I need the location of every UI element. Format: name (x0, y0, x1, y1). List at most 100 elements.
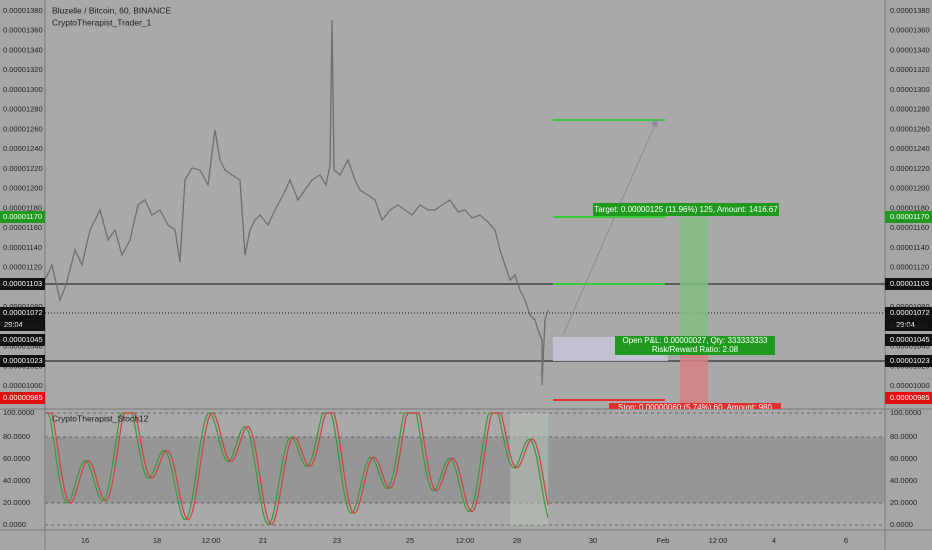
target-badge (593, 203, 779, 216)
price-tag (0, 278, 45, 290)
stoch-lines (46, 412, 549, 526)
time-axis-label: 12:00 (456, 536, 475, 545)
stoch-axis-label: 100.0000 (890, 408, 921, 417)
time-axis-label: 12:00 (202, 536, 221, 545)
stop-badge (609, 403, 781, 409)
rr-label: Risk/Reward Ratio: 2.08 (652, 345, 739, 354)
price-axis-label: 0.00001000 (3, 381, 43, 390)
price-axis-label: 0.00001040 (3, 342, 43, 351)
stoch-levels (45, 412, 885, 526)
stoch-axis-label: 0.0000 (890, 520, 913, 529)
price-axis-label: 0.00001120 (3, 263, 42, 272)
time-axis-label: 21 (259, 536, 267, 545)
stoch-axis-label: 20.0000 (890, 498, 917, 507)
price-axis-label: 0.00001180 (3, 203, 42, 212)
stoch-axis-label: 40.0000 (890, 476, 917, 485)
countdown: 29:04 (896, 320, 915, 329)
price-tag (885, 278, 932, 290)
price-axis-label: 0.00001060 (890, 322, 930, 331)
price-tag-label: 0.00001072 (890, 308, 930, 317)
price-axis-label: 0.00001200 (890, 184, 930, 193)
stop-label: Stop: 0.00000060 (5.74%) 60, Amount: 980 (618, 403, 772, 412)
price-axis-label: 0.00001300 (3, 85, 43, 94)
time-axis-label: 25 (406, 536, 414, 545)
price-tag (885, 307, 932, 319)
stoch-band (45, 437, 885, 503)
time-axis-label: 23 (333, 536, 341, 545)
price-axis-label: 0.00001260 (890, 124, 930, 133)
time-axis-label: 18 (153, 536, 161, 545)
price-axis-label: 0.00001300 (890, 85, 930, 94)
price-axis-label: 0.00001220 (3, 164, 43, 173)
price-tag (0, 211, 45, 223)
time-axis-label: 30 (589, 536, 597, 545)
pnl-label: Open P&L: 0.00000027, Qty: 333333333 (622, 336, 768, 345)
price-axis-label: 0.00001220 (890, 164, 930, 173)
price-axis-label: 0.00001360 (3, 26, 43, 35)
time-axis-label: Feb (657, 536, 670, 545)
price-axis-label: 0.00001260 (3, 124, 43, 133)
price-axis-label: 0.00001140 (3, 243, 42, 252)
price-axis-label: 0.00001280 (890, 105, 930, 114)
oscillator-name: CryptoTherapist_Stoch12 (52, 413, 149, 423)
price-axis-label: 0.00001200 (3, 184, 43, 193)
price-tag-label: 0.00001103 (3, 279, 42, 288)
price-tag-label: 0.00000985 (890, 393, 930, 402)
time-axis-label: 16 (81, 536, 89, 545)
time-axis-label: 28 (513, 536, 521, 545)
stop-clip: Stop: 0.00000060 (5.74%) 60, Amount: 980 (618, 403, 772, 412)
stoch-axis-label: 20.0000 (3, 498, 30, 507)
arrow-head (651, 118, 658, 127)
price-tag (885, 211, 932, 223)
price-tag-label: 0.00001072 (3, 308, 43, 317)
time-axis-label: 4 (772, 536, 776, 545)
price-tag-label: 0.00001170 (890, 212, 929, 221)
price-tag-label: 0.00001103 (890, 279, 929, 288)
price-axis-label: 0.00001320 (890, 65, 930, 74)
stoch-axis-label: 60.0000 (3, 454, 30, 463)
price-axis-label: 0.00001280 (3, 105, 43, 114)
stoch-axis-label: 80.0000 (3, 432, 30, 441)
symbol-title: Bluzelle / Bitcoin, 60, BINANCE (52, 5, 171, 15)
price-tag-label: 0.00001045 (3, 335, 43, 344)
price-tag (885, 334, 932, 346)
price-axis-label: 0.00001340 (890, 45, 930, 54)
price-series (44, 19, 549, 386)
price-tag (885, 392, 932, 404)
price-tag-label: 0.00001045 (890, 335, 930, 344)
time-axis-label: 6 (844, 536, 848, 545)
countdown-tag (0, 319, 45, 331)
stoch-axis-label: 40.0000 (3, 476, 30, 485)
price-axis-label: 0.00001080 (3, 302, 43, 311)
price-axis-label: 0.00001040 (890, 342, 930, 351)
time-axis-label: 12:00 (709, 536, 728, 545)
price-tag (0, 392, 45, 404)
countdown-tag (885, 319, 932, 331)
price-axis-label: 0.00001160 (890, 223, 929, 232)
price-axis-label: 0.00001240 (3, 144, 43, 153)
study-name: CryptoTherapist_Trader_1 (52, 17, 152, 27)
stoch-axis-label: 80.0000 (890, 432, 917, 441)
price-tag (0, 355, 45, 367)
stoch-axis-label: 60.0000 (890, 454, 917, 463)
price-tag-label: 0.00001023 (890, 356, 930, 365)
price-tag (885, 355, 932, 367)
price-axis-label: 0.00001360 (890, 26, 930, 35)
projection-arrow (562, 121, 657, 336)
stoch-axis-label: 0.0000 (3, 520, 26, 529)
price-axis-label: 0.00001080 (890, 302, 930, 311)
price-axis-label: 0.00001160 (3, 223, 42, 232)
price-tag (0, 307, 45, 319)
price-axis-label: 0.00001340 (3, 45, 43, 54)
target-lines (553, 119, 665, 285)
price-axis-label: 0.00001000 (890, 381, 930, 390)
price-axis-label: 0.00001120 (890, 263, 929, 272)
countdown: 29:04 (4, 320, 23, 329)
profit-zone (680, 217, 708, 340)
price-axis-label: 0.00001380 (3, 6, 43, 15)
price-axis-label: 0.00001320 (3, 65, 43, 74)
price-axis-label: 0.00001380 (890, 6, 930, 15)
price-tag-label: 0.00001023 (3, 356, 43, 365)
price-axis-label: 0.00001240 (890, 144, 930, 153)
